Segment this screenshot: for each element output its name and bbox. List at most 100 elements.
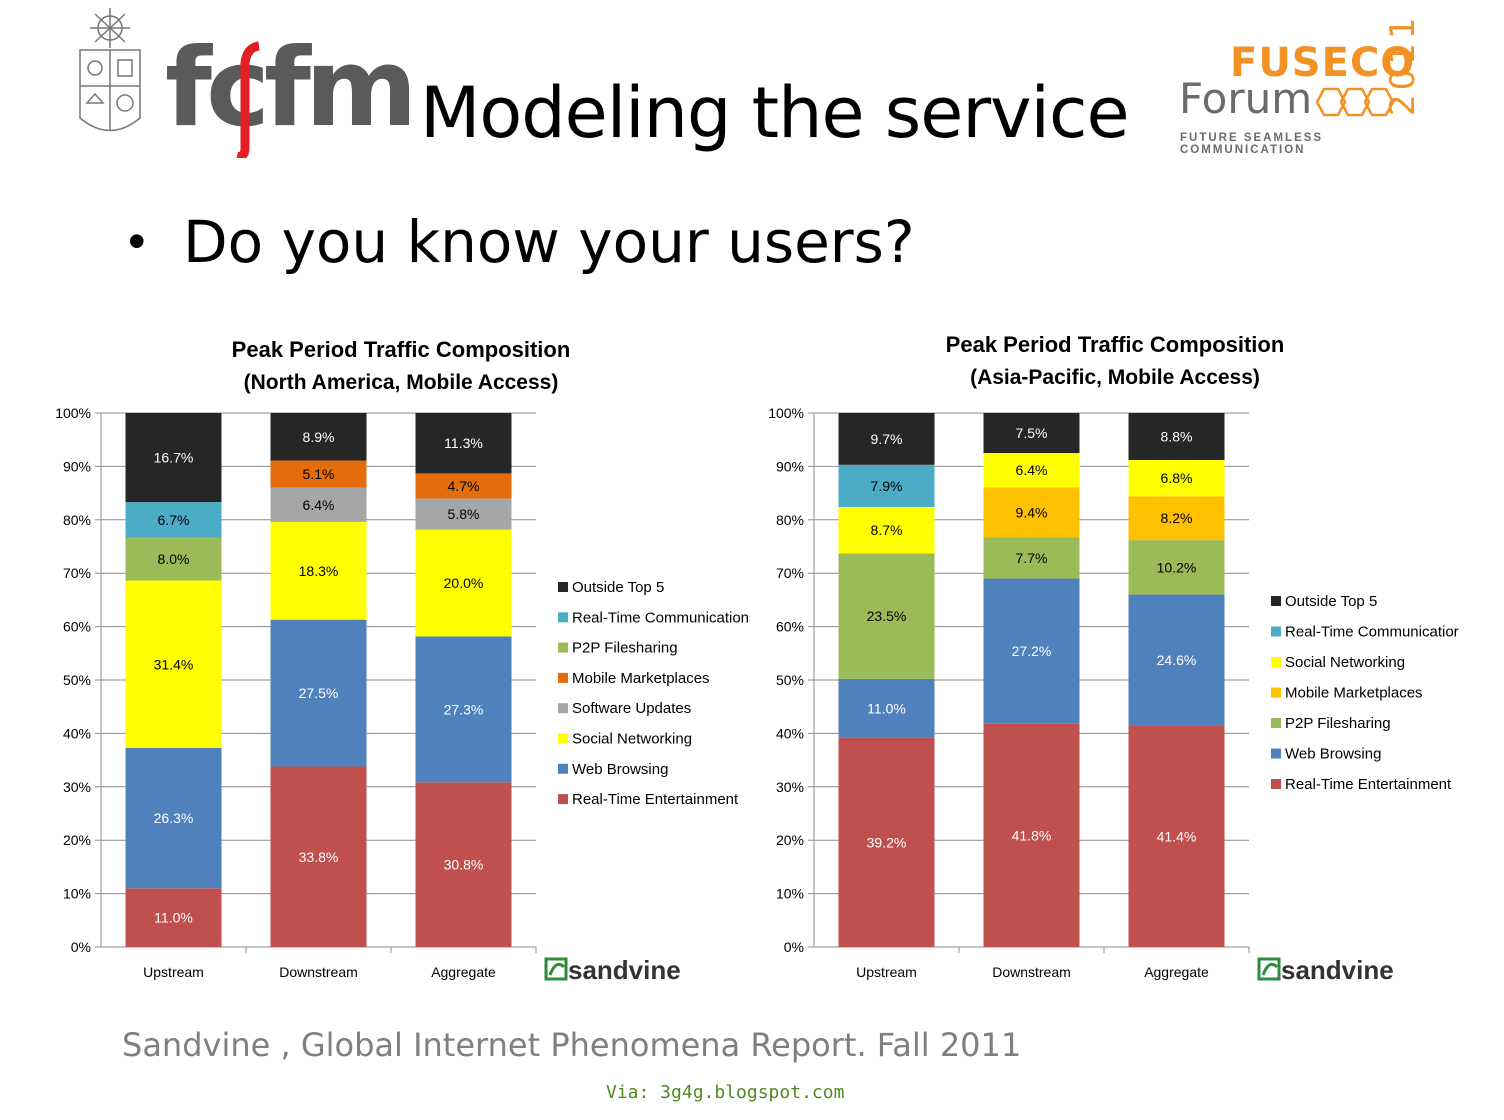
y-tick-label: 20% — [776, 832, 804, 848]
bar-segment — [838, 553, 935, 679]
sandvine-watermark: sandvine — [568, 955, 681, 985]
bar-segment — [1128, 496, 1225, 541]
bar-segment — [270, 619, 367, 767]
legend-swatch — [558, 672, 568, 683]
data-label: 6.4% — [1016, 462, 1048, 478]
data-label: 33.8% — [299, 849, 339, 865]
data-label: 7.5% — [1016, 425, 1048, 441]
legend-entry: Social Networking — [1285, 654, 1405, 671]
fuseco-forum-logo: FUSECO Forum 2011 FUTURE SEAMLESS COMMUN… — [1175, 13, 1445, 156]
sandvine-icon — [544, 957, 568, 981]
bar-segment — [270, 413, 367, 461]
bar-segment — [415, 529, 512, 637]
bullet-icon: • — [128, 213, 146, 269]
y-tick-label: 10% — [63, 886, 91, 902]
legend-swatch — [558, 733, 568, 744]
chart-title: Peak Period Traffic Composition — [946, 332, 1285, 357]
data-label: 18.3% — [299, 563, 339, 579]
bar-segment — [415, 636, 512, 783]
y-tick-label: 100% — [55, 405, 91, 421]
data-label: 27.2% — [1012, 643, 1052, 659]
bar-segment — [983, 723, 1080, 947]
bar-segment — [1128, 459, 1225, 497]
sandvine-icon-frame — [1257, 957, 1281, 981]
data-label: 5.8% — [448, 506, 480, 522]
x-tick-label: Downstream — [279, 964, 358, 980]
y-tick-label: 30% — [63, 779, 91, 795]
data-label: 27.5% — [299, 685, 339, 701]
legend-swatch — [1271, 596, 1281, 606]
fuseco-wordmark: FUSECO — [1230, 40, 1416, 86]
chart-subtitle: (Asia-Pacific, Mobile Access) — [970, 366, 1260, 389]
x-tick-label: Upstream — [856, 964, 917, 980]
chart-north-america: Peak Period Traffic Composition (North Am… — [55, 337, 750, 985]
bar-segment — [415, 473, 512, 499]
bar-segment — [983, 487, 1080, 538]
y-tick-label: 50% — [776, 672, 804, 688]
data-label: 8.2% — [1161, 510, 1193, 526]
y-tick-label: 80% — [776, 512, 804, 528]
data-label: 16.7% — [154, 450, 194, 466]
bar-segment — [838, 464, 935, 507]
sandvine-icon-swoosh — [548, 962, 566, 976]
data-label: 27.3% — [444, 701, 484, 717]
bar-segment — [415, 413, 512, 474]
legend-swatch — [558, 612, 568, 623]
data-label: 8.7% — [871, 522, 903, 538]
chart-asia-pacific: Peak Period Traffic Composition (Asia-Pac… — [768, 332, 1459, 985]
legend-swatch — [1271, 626, 1281, 637]
bar-segment — [983, 537, 1080, 579]
fcfm-accent-icon — [236, 41, 260, 158]
legend-entry: Social Networking — [572, 731, 692, 748]
data-label: 9.4% — [1016, 504, 1048, 520]
bar-segment — [838, 737, 935, 947]
legend-entry: Real-Time Communicatior — [1285, 624, 1459, 641]
hexagon-chain-icon — [1315, 87, 1395, 117]
sandvine-watermark: sandvine — [1281, 955, 1394, 985]
y-tick-label: 0% — [784, 939, 804, 955]
data-label: 11.0% — [867, 700, 906, 716]
bar-segment — [125, 537, 222, 581]
bar-segment — [983, 453, 1080, 488]
fcfm-wordmark: fcfm — [165, 26, 418, 151]
data-label: 8.8% — [1161, 428, 1193, 444]
forum-wordmark: Forum — [1179, 74, 1313, 123]
legend-entry: Outside Top 5 — [1285, 593, 1377, 610]
legend-swatch — [558, 582, 568, 592]
data-label: 30.8% — [444, 857, 484, 873]
bar-segment — [270, 766, 367, 947]
bar-segment — [1128, 540, 1225, 595]
y-tick-label: 50% — [63, 672, 91, 688]
legend-entry: Real-Time Entertainment — [1285, 776, 1452, 793]
x-tick-label: Upstream — [143, 964, 204, 980]
data-label: 41.4% — [1157, 828, 1197, 844]
legend-swatch — [1271, 687, 1281, 698]
legend-entry: Mobile Marketplaces — [1285, 685, 1423, 702]
bar-segment — [838, 678, 935, 738]
legend-swatch — [558, 763, 568, 774]
legend-entry: Web Browsing — [1285, 746, 1381, 763]
data-label: 9.7% — [871, 431, 903, 447]
data-label: 6.4% — [303, 497, 335, 513]
y-tick-label: 40% — [776, 725, 804, 741]
forum-year: 2011 — [1383, 13, 1423, 116]
data-label: 41.8% — [1012, 827, 1052, 843]
legend-entry: Outside Top 5 — [572, 579, 664, 596]
legend-swatch — [558, 703, 568, 714]
data-label: 23.5% — [867, 608, 907, 624]
slide-title: Modeling the service — [420, 72, 1130, 154]
bar-segment — [415, 498, 512, 530]
chart-title: Peak Period Traffic Composition — [232, 337, 571, 362]
y-tick-label: 0% — [71, 939, 91, 955]
y-tick-label: 20% — [63, 832, 91, 848]
bar-segment — [838, 413, 935, 465]
data-label: 20.0% — [444, 575, 484, 591]
bar-segment — [838, 506, 935, 554]
legend-swatch — [1271, 718, 1281, 728]
bar-segment — [1128, 594, 1225, 726]
bullet-text: Do you know your users? — [183, 208, 915, 276]
sandvine-icon-swoosh — [1261, 962, 1279, 976]
bar-segment — [270, 521, 367, 620]
legend-swatch — [1271, 779, 1281, 789]
legend-entry: Real-Time Entertainment — [572, 791, 739, 808]
